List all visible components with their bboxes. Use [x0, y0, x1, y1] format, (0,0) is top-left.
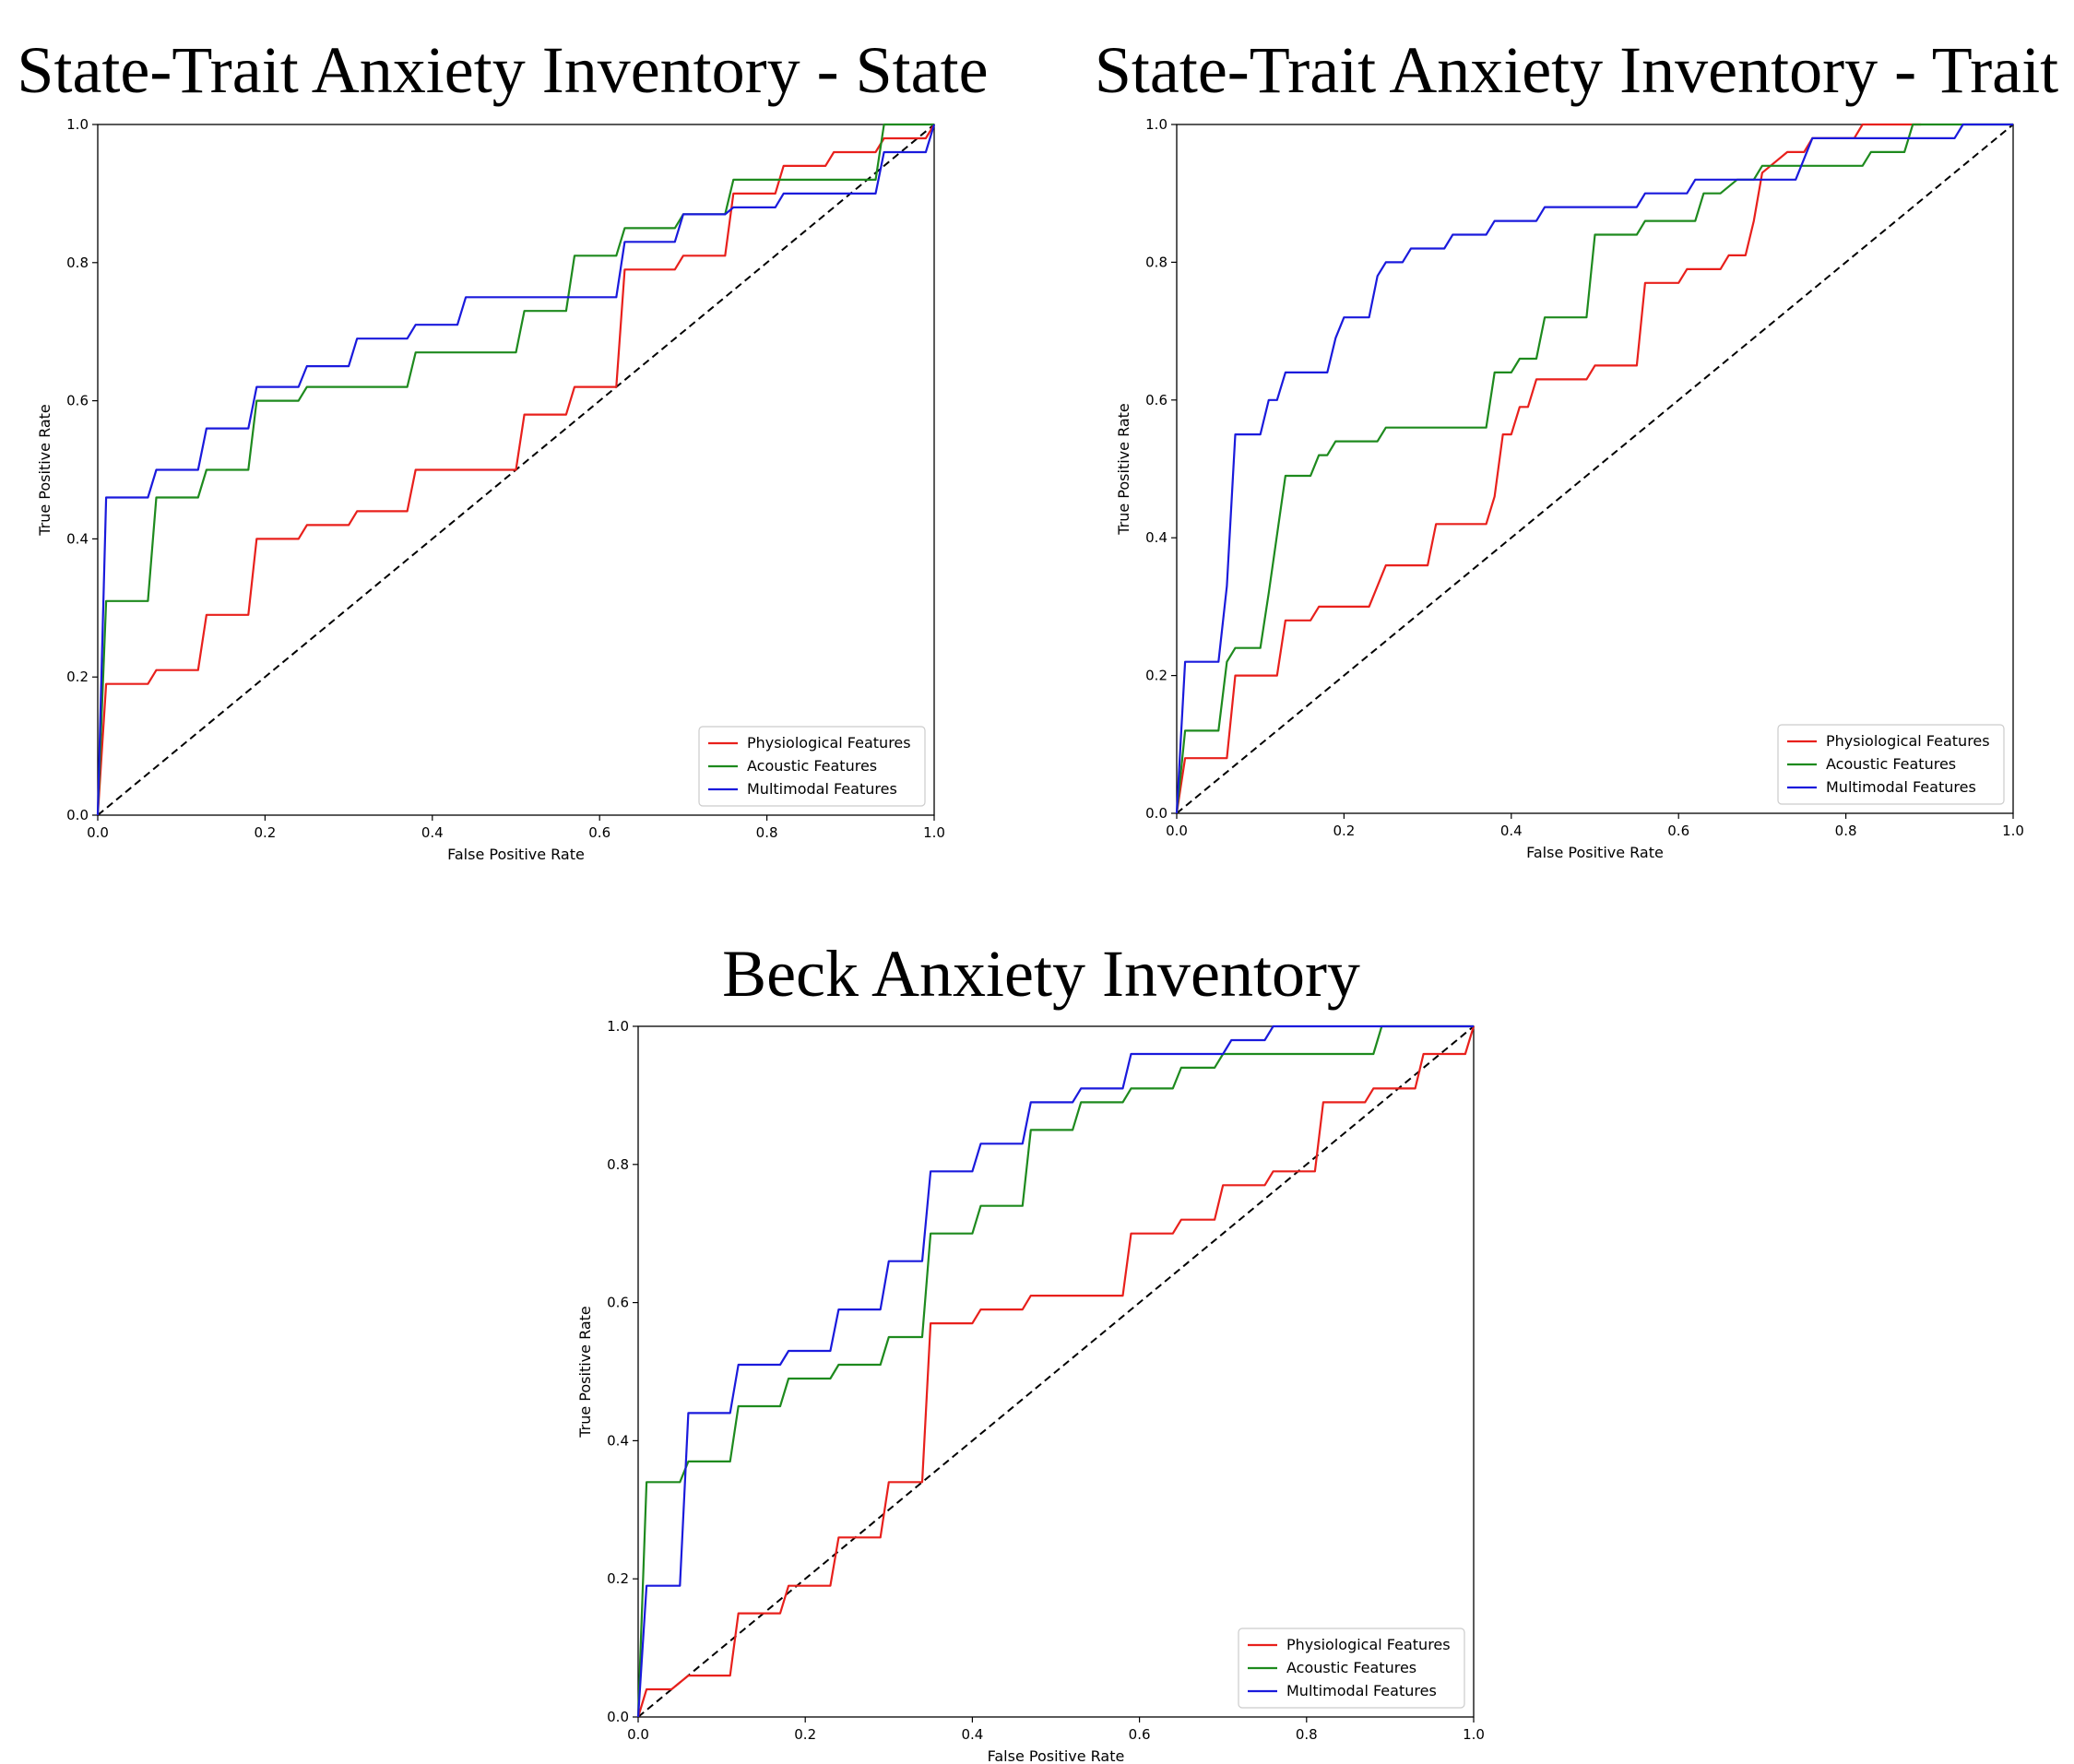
y-axis-label: True Positive Rate — [36, 404, 53, 537]
y-tick-label: 0.8 — [66, 255, 89, 271]
y-axis-label: True Positive Rate — [1115, 403, 1132, 536]
y-tick-label: 0.2 — [66, 669, 89, 685]
x-tick-label: 0.8 — [1835, 823, 1857, 839]
x-tick-label: 0.8 — [1296, 1726, 1318, 1743]
y-tick-label: 0.8 — [607, 1156, 629, 1173]
x-axis-label: False Positive Rate — [1526, 844, 1664, 861]
legend-label: Physiological Features — [747, 734, 911, 752]
y-axis-label: True Positive Rate — [576, 1306, 594, 1438]
y-tick-label: 0.2 — [607, 1570, 629, 1587]
x-tick-label: 0.0 — [1166, 823, 1188, 839]
x-tick-label: 0.0 — [627, 1726, 649, 1743]
chance-diagonal-line — [1176, 124, 2014, 814]
roc-chart-trait: 0.0 0.2 0.4 0.6 0.8 1.0 0.0 0.2 0.4 0.6 0.8 1.0 Fals… — [1115, 116, 2024, 861]
x-axis-label: False Positive Rate — [988, 1747, 1125, 1764]
legend-label: Physiological Features — [1286, 1636, 1451, 1653]
y-tick-label: 0.4 — [66, 530, 89, 547]
y-tick-label: 1.0 — [1145, 116, 1167, 133]
legend-label: Acoustic Features — [1286, 1659, 1416, 1676]
y-tick-label: 0.4 — [1145, 529, 1167, 546]
series-line-acoustic-features — [1175, 123, 2013, 814]
series-line-multimodal-features — [636, 1024, 1474, 1718]
chart-title-trait: State-Trait Anxiety Inventory - Trait — [1094, 33, 2059, 107]
y-tick-label: 0.0 — [66, 807, 89, 823]
x-tick-label: 0.4 — [421, 824, 444, 841]
x-tick-label: 0.6 — [588, 824, 610, 841]
x-tick-label: 1.0 — [1463, 1726, 1485, 1743]
x-tick-label: 0.4 — [961, 1726, 983, 1743]
chance-diagonal-line — [637, 1025, 1475, 1718]
series-line-physiological-features — [96, 124, 935, 816]
legend-label: Multimodal Features — [747, 780, 897, 798]
x-tick-label: 0.8 — [756, 824, 778, 841]
y-tick-label: 0.6 — [607, 1295, 629, 1311]
legend-box — [1777, 724, 2005, 805]
series-line-physiological-features — [636, 1025, 1476, 1718]
x-tick-label: 0.2 — [794, 1726, 816, 1743]
series-line-multimodal-features — [96, 124, 936, 816]
y-tick-label: 0.2 — [1145, 668, 1167, 684]
legend-label: Acoustic Features — [1826, 755, 1956, 773]
y-tick-label: 0.6 — [66, 393, 89, 409]
series-line-multimodal-features — [1175, 123, 2013, 814]
y-tick-label: 0.6 — [1145, 392, 1167, 408]
x-tick-label: 0.2 — [1333, 823, 1355, 839]
legend-label: Multimodal Features — [1286, 1682, 1437, 1699]
y-tick-label: 0.0 — [1145, 805, 1167, 822]
legend-box — [698, 726, 926, 807]
legend-box — [1238, 1628, 1465, 1709]
roc-chart-state: 0.0 0.2 0.4 0.6 0.8 1.0 0.0 0.2 0.4 0.6 0.8 1.0 Fals… — [36, 116, 945, 863]
x-tick-label: 0.2 — [254, 824, 276, 841]
series-line-acoustic-features — [636, 1024, 1474, 1718]
legend-label: Multimodal Features — [1826, 778, 1976, 796]
x-tick-label: 0.6 — [1667, 823, 1689, 839]
x-tick-label: 0.0 — [87, 824, 109, 841]
chart-title-beck: Beck Anxiety Inventory — [722, 937, 1360, 1011]
legend-label: Acoustic Features — [747, 757, 877, 775]
x-tick-label: 0.6 — [1129, 1726, 1151, 1743]
x-tick-label: 1.0 — [2002, 823, 2024, 839]
y-tick-label: 1.0 — [66, 116, 89, 133]
y-tick-label: 0.8 — [1145, 254, 1167, 270]
y-tick-label: 0.4 — [607, 1432, 629, 1449]
y-tick-label: 1.0 — [607, 1018, 629, 1035]
x-tick-label: 1.0 — [923, 824, 945, 841]
legend-label: Physiological Features — [1826, 732, 1990, 750]
chart-title-state: State-Trait Anxiety Inventory - State — [17, 33, 989, 107]
x-tick-label: 0.4 — [1500, 823, 1523, 839]
x-axis-label: False Positive Rate — [447, 846, 585, 863]
roc-chart-beck: 0.0 0.2 0.4 0.6 0.8 1.0 0.0 0.2 0.4 0.6 0.8 1.0 Fals… — [576, 1018, 1485, 1764]
y-tick-label: 0.0 — [607, 1709, 629, 1725]
